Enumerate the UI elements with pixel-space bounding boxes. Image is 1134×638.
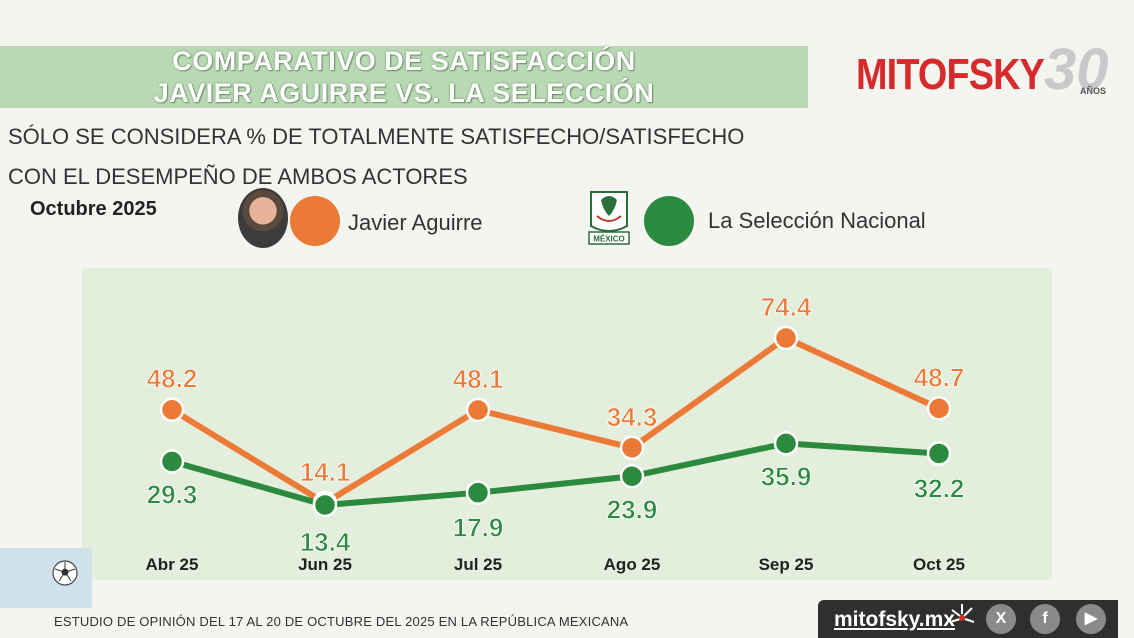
series-line-seleccion — [171, 440, 940, 508]
facebook-icon[interactable]: f — [1030, 604, 1060, 634]
data-label-seleccion: 13.4 — [300, 527, 351, 557]
legend-label-seleccion: La Selección Nacional — [708, 208, 926, 233]
data-point-aguirre — [926, 396, 952, 421]
data-label-seleccion: 29.3 — [147, 479, 198, 509]
data-point-seleccion — [159, 449, 185, 474]
data-point-seleccion — [619, 464, 645, 489]
title-band — [0, 46, 808, 108]
data-label-seleccion: 35.9 — [761, 461, 812, 491]
data-point-seleccion — [926, 441, 952, 466]
decorative-panel — [0, 548, 92, 608]
legend-dot-seleccion — [644, 196, 694, 246]
data-point-aguirre — [465, 397, 491, 423]
soccer-ball-icon — [52, 560, 78, 586]
logo-number: 30 — [1044, 37, 1109, 102]
spark-icon — [949, 604, 975, 623]
subtitle-line1: SÓLO SE CONSIDERA % DE TOTALMENTE SATISF… — [8, 124, 745, 149]
logo-text: MITOFSKY — [856, 50, 1045, 99]
data-point-seleccion — [773, 431, 799, 456]
data-label-seleccion: 23.9 — [607, 494, 658, 524]
aguirre-photo — [238, 188, 288, 248]
website-link[interactable]: mitofsky.mx — [834, 608, 955, 631]
data-point-aguirre — [619, 435, 645, 461]
x-tick-label: Jun 25 — [298, 555, 352, 574]
subtitle-line2: CON EL DESEMPEÑO DE AMBOS ACTORES — [8, 164, 468, 189]
chart-title-line1: COMPARATIVO DE SATISFACCIÓN — [172, 46, 636, 76]
youtube-icon[interactable]: ▶ — [1076, 604, 1106, 634]
crest-text: MÉXICO — [593, 235, 625, 244]
x-tick-label: Jul 25 — [454, 555, 502, 574]
study-footnote: ESTUDIO DE OPINIÓN DEL 17 AL 20 DE OCTUB… — [54, 614, 629, 629]
chart-title-line2: JAVIER AGUIRRE VS. LA SELECCIÓN — [153, 78, 655, 108]
data-point-aguirre — [159, 397, 185, 422]
series-line-aguirre — [170, 335, 941, 507]
data-label-aguirre: 48.7 — [914, 362, 965, 392]
data-label-seleccion: 32.2 — [914, 474, 965, 504]
data-label-aguirre: 14.1 — [300, 457, 351, 487]
legend-dot-aguirre — [290, 196, 340, 246]
x-social-icon[interactable]: X — [986, 604, 1016, 634]
data-point-aguirre — [773, 325, 799, 351]
x-tick-label: Abr 25 — [146, 555, 199, 574]
data-label-seleccion: 17.9 — [453, 513, 504, 543]
legend-label-aguirre: Javier Aguirre — [348, 210, 483, 235]
data-label-aguirre: 48.2 — [147, 364, 198, 394]
data-label-aguirre: 34.3 — [607, 402, 658, 432]
period-label: Octubre 2025 — [30, 198, 157, 220]
x-tick-label: Oct 25 — [913, 555, 965, 574]
data-label-aguirre: 48.1 — [453, 364, 504, 394]
plot-area — [82, 268, 1052, 580]
data-point-seleccion — [312, 492, 338, 518]
data-point-seleccion — [465, 480, 491, 505]
data-label-aguirre: 74.4 — [761, 292, 812, 322]
mexico-crest-icon: MÉXICO — [588, 191, 630, 245]
logo-years: AÑOS — [1080, 86, 1107, 96]
x-tick-label: Ago 25 — [604, 555, 661, 574]
mitofsky-logo: MITOFSKY 30 AÑOS — [856, 36, 1116, 106]
x-tick-label: Sep 25 — [759, 555, 814, 574]
